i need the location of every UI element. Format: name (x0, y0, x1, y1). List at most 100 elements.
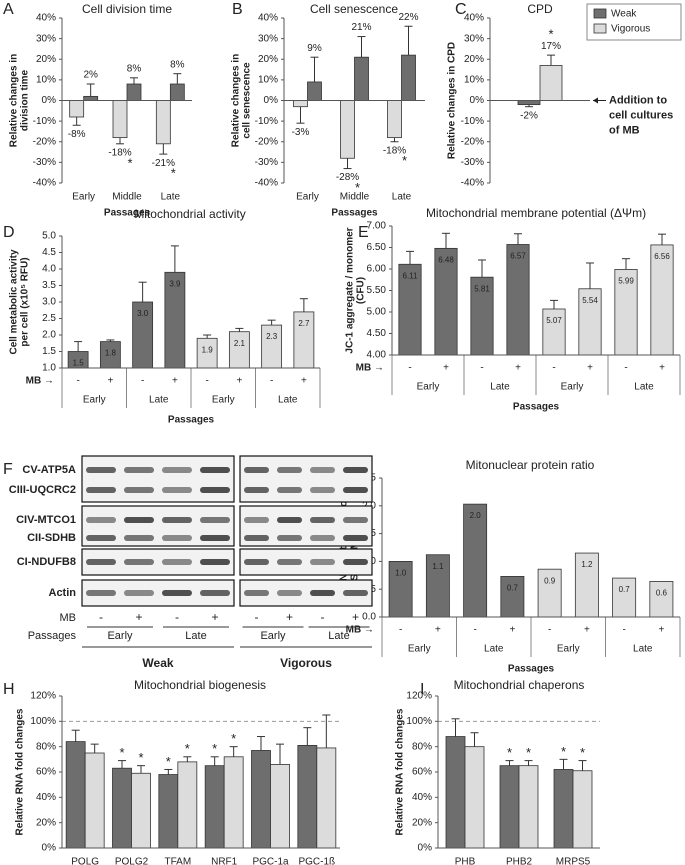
mb-label: + (658, 625, 664, 636)
x-tick-label: PHB2 (506, 857, 533, 865)
blot-band (343, 467, 368, 473)
blot-mb-label: - (321, 610, 325, 624)
significance-star: * (119, 745, 124, 760)
blot-band (162, 559, 192, 565)
blot-row-label: CV-ATP5A (22, 464, 76, 476)
y-tick-label: -20% (255, 136, 278, 147)
bar (83, 95, 99, 101)
y-tick-label: -10% (461, 116, 484, 127)
blot-band (343, 535, 368, 541)
blot-band (343, 517, 368, 523)
y-axis-label: (CFU) (356, 277, 367, 304)
chart-title: CPD (527, 2, 553, 16)
annotation: of MB (609, 124, 640, 136)
blot-band (244, 590, 269, 596)
y-tick-label: 1.5 (42, 346, 56, 357)
panel-letter: E (358, 224, 369, 241)
mb-label: - (141, 376, 144, 387)
bar (316, 747, 337, 849)
value-label: 5.54 (582, 296, 598, 305)
y-tick-label: 40% (36, 792, 56, 803)
bar (517, 100, 541, 106)
value-label: 2% (83, 70, 98, 81)
blot-band (86, 559, 116, 565)
x-axis-label: Passages (508, 664, 555, 675)
x-tick-label: Early (296, 192, 319, 203)
blot-row-label: CIV-MTCO1 (16, 514, 76, 526)
y-tick-label: -20% (33, 136, 56, 147)
blot-band (86, 535, 116, 541)
bar (65, 741, 86, 849)
bar (112, 100, 128, 139)
x-tick-label: Late (392, 192, 412, 203)
blot-band (200, 487, 230, 493)
mb-label: - (624, 363, 627, 374)
mb-label: + (515, 363, 521, 374)
value-label: 1.1 (432, 562, 444, 571)
annotation: cell cultures (609, 109, 673, 121)
bar (155, 100, 171, 145)
y-tick-label: 100% (30, 716, 56, 727)
significance-star: * (580, 745, 585, 760)
y-tick-label: 60% (36, 767, 56, 778)
mb-label: - (399, 625, 402, 636)
bar (500, 576, 525, 618)
blot-band (162, 467, 192, 473)
blot-band (200, 535, 230, 541)
value-label: 1.8 (105, 349, 117, 358)
panel-letter: D (3, 224, 15, 241)
y-tick-label: -40% (461, 178, 484, 189)
y-tick-label: -30% (461, 157, 484, 168)
y-tick-label: 30% (36, 33, 56, 44)
blot-band (343, 487, 368, 493)
value-label: 2.1 (234, 339, 246, 348)
blot-band (124, 487, 154, 493)
y-tick-label: -40% (33, 178, 56, 189)
blot-band (200, 467, 230, 473)
value-label: -8% (68, 129, 86, 140)
blot-frame (239, 455, 373, 503)
value-label: 6.56 (654, 252, 670, 261)
value-label: 1.2 (581, 560, 593, 569)
y-axis-label: Relative changes in (9, 54, 20, 147)
y-tick-label: 4.0 (42, 264, 56, 275)
y-tick-label: -10% (33, 116, 56, 127)
x-tick-label: PGC-1a (252, 857, 289, 865)
blot-passage-label: Early (107, 630, 133, 642)
annotation: Addition to (609, 94, 667, 106)
bar (539, 65, 563, 101)
group-label: Early (212, 395, 235, 406)
blot-band (200, 517, 230, 523)
legend: Weak Vigorous (586, 3, 682, 41)
y-tick-label: 2.0 (42, 330, 56, 341)
mb-label: + (587, 363, 593, 374)
y-tick-label: 0% (42, 95, 57, 106)
value-label: 2.0 (470, 511, 482, 520)
bar (518, 765, 539, 849)
x-axis-label: Passages (104, 208, 151, 219)
blot-band (277, 590, 302, 596)
bar (228, 331, 250, 369)
y-axis-label: cell senescence (242, 62, 253, 139)
value-label: -18% (108, 147, 131, 158)
y-tick-label: 30% (464, 33, 484, 44)
x-axis-label: Passages (331, 208, 378, 219)
y-axis-label: JC-1 aggregate / monomer (345, 227, 356, 353)
y-tick-label: 20% (36, 817, 56, 828)
value-label: 17% (541, 41, 561, 52)
x-tick-label: PGC-1ß (298, 857, 335, 865)
y-tick-label: -10% (255, 116, 278, 127)
chart-title: Mitochondrial activity (134, 207, 245, 221)
blot-group-label: Vigorous (280, 656, 332, 670)
bar (499, 765, 520, 849)
blot-passage-label: Late (185, 630, 206, 642)
blot-group-label: Weak (142, 656, 173, 670)
group-label: Early (83, 395, 106, 406)
y-tick-label: 5.00 (367, 307, 387, 318)
y-tick-label: 60% (412, 767, 432, 778)
mb-title: MB → (346, 625, 374, 636)
mb-label: - (270, 376, 273, 387)
value-label: 5.07 (546, 316, 562, 325)
bar (204, 765, 225, 849)
